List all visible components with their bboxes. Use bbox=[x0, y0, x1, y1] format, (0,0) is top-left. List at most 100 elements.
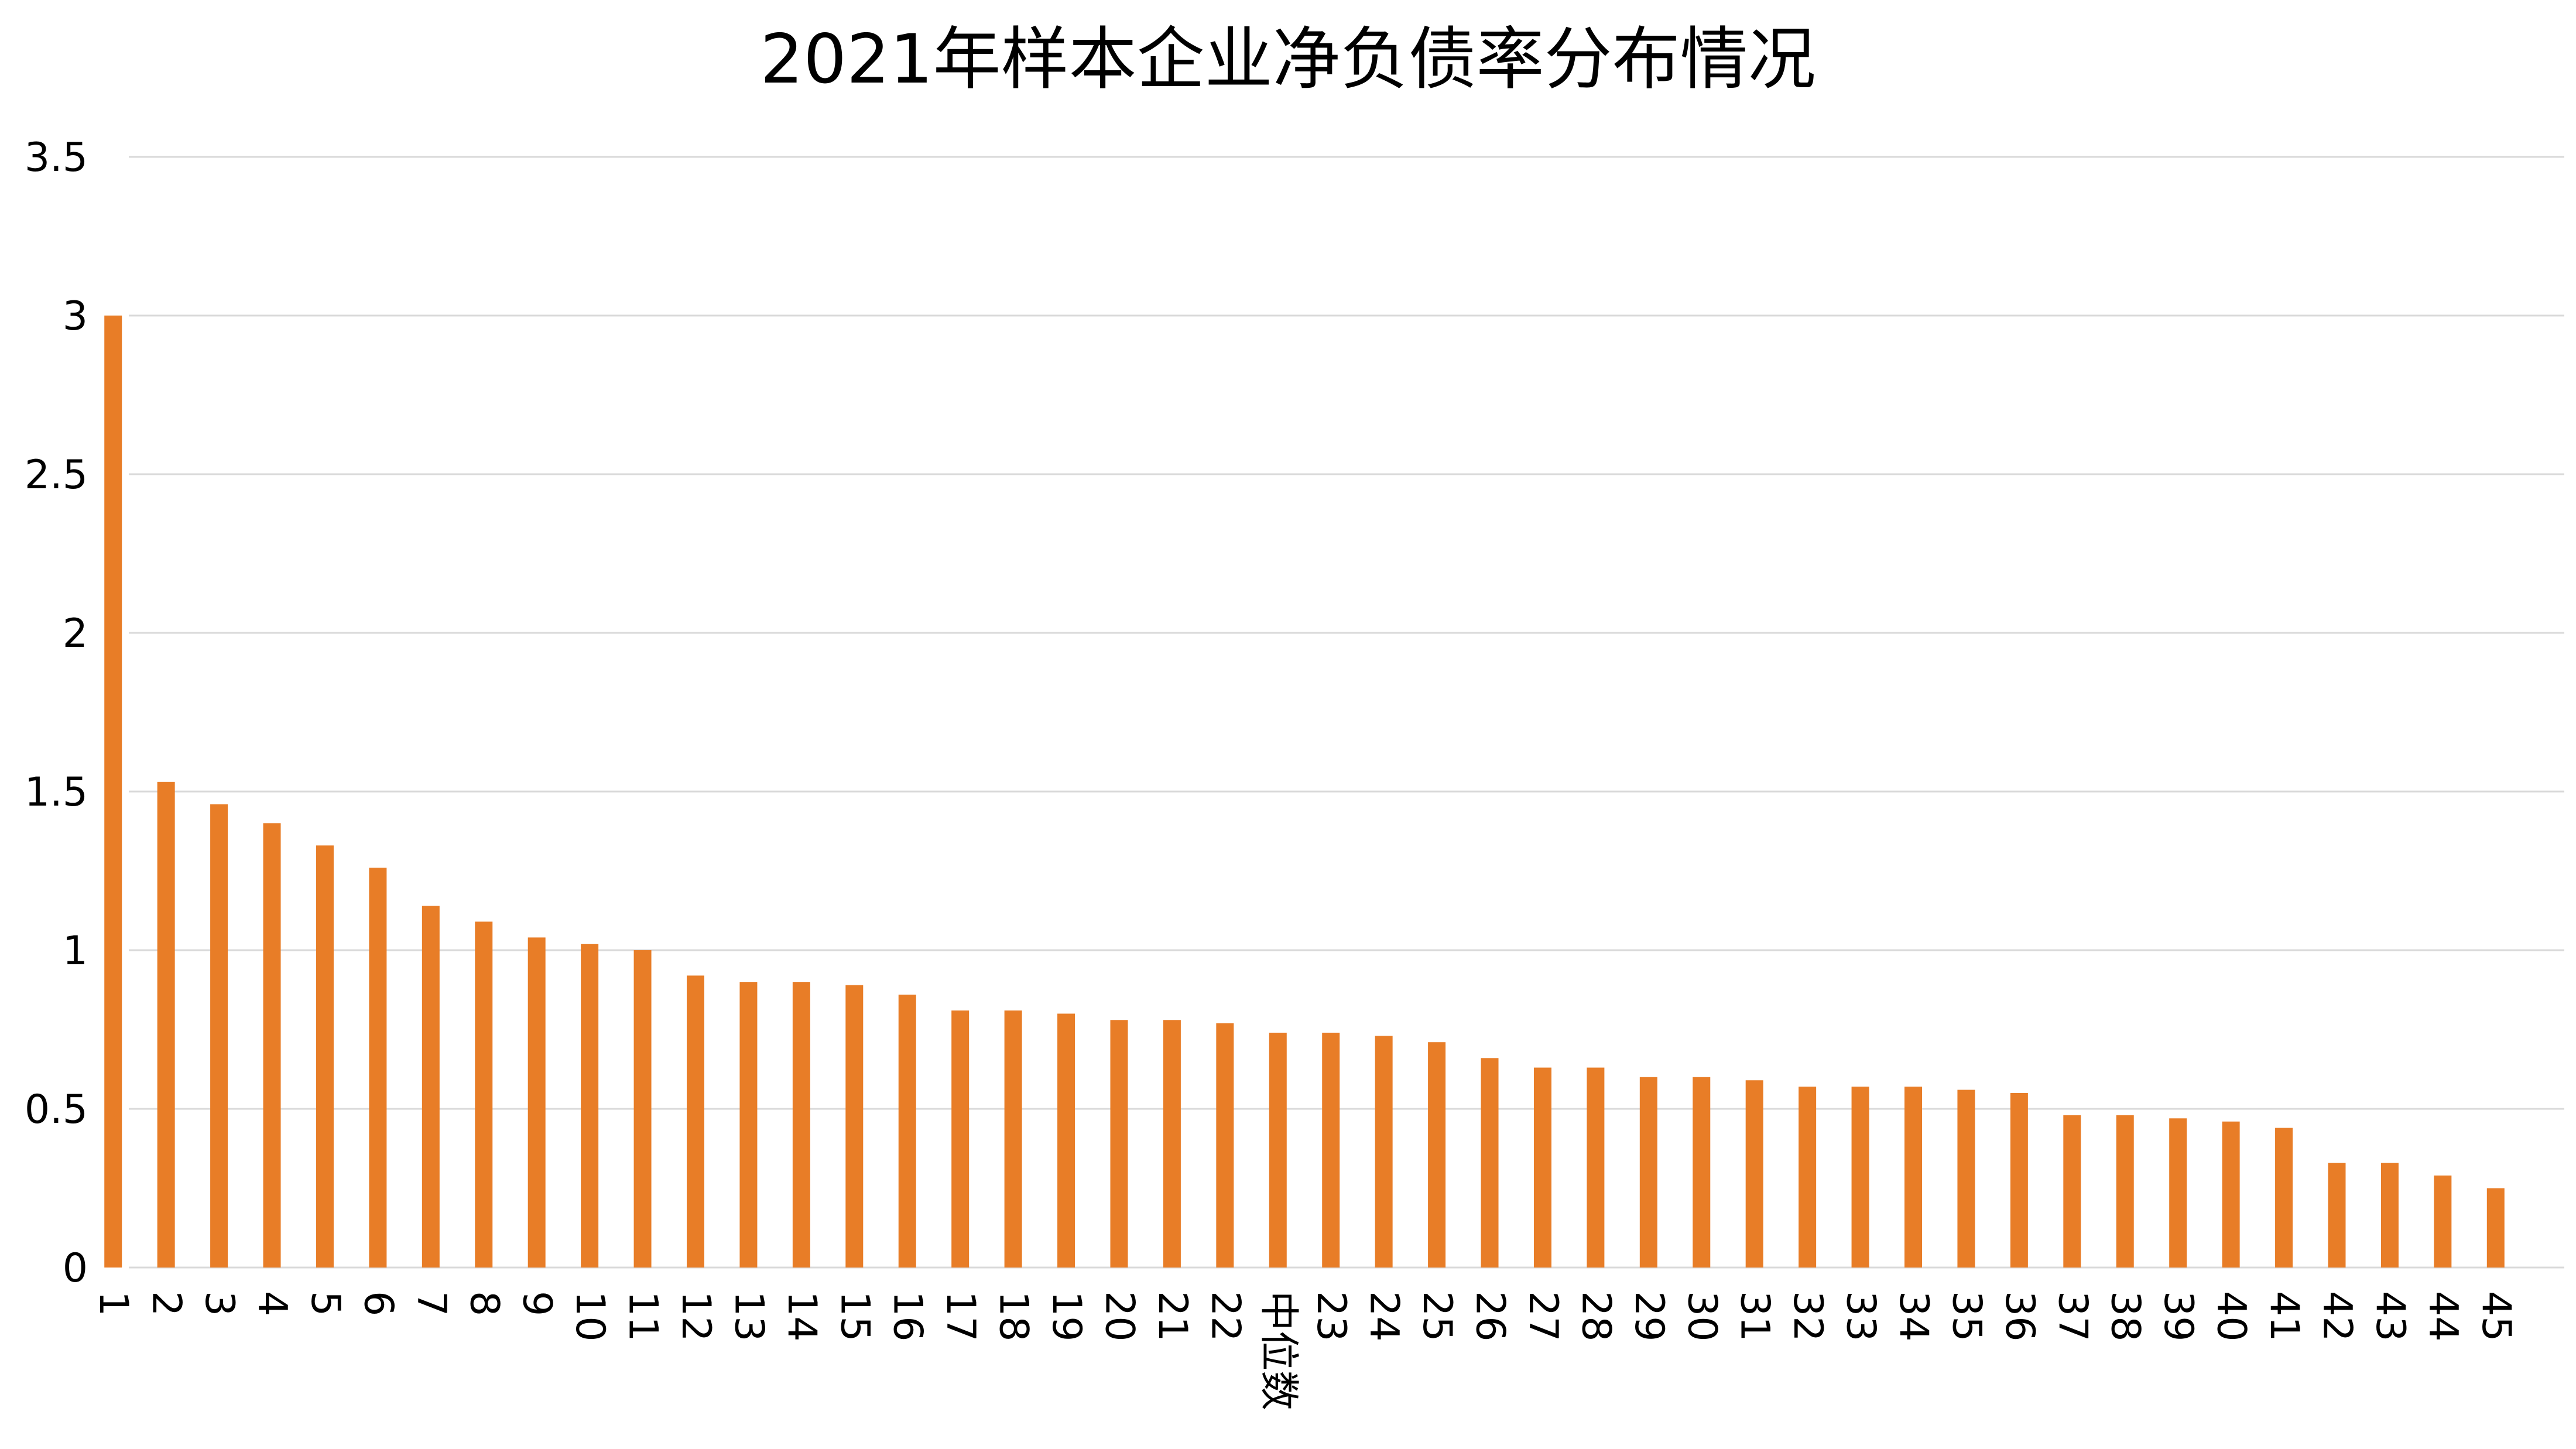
x-tick-label: 43 bbox=[2367, 1291, 2413, 1342]
x-tick-label: 40 bbox=[2208, 1291, 2255, 1342]
x-tick-label: 6 bbox=[355, 1291, 401, 1316]
bar bbox=[1533, 1067, 1551, 1268]
bar bbox=[2434, 1175, 2452, 1268]
bar bbox=[792, 982, 810, 1268]
x-tick-label: 16 bbox=[885, 1291, 931, 1342]
bar bbox=[1799, 1087, 1817, 1268]
bar bbox=[210, 804, 228, 1268]
x-tick-label: 33 bbox=[1838, 1291, 1884, 1342]
bar bbox=[633, 950, 652, 1268]
chart-title: 2021年样本企业净负债率分布情况 bbox=[760, 20, 1816, 99]
bar bbox=[2063, 1115, 2081, 1268]
y-tick-label: 0.5 bbox=[25, 1087, 88, 1133]
x-tick-label: 9 bbox=[514, 1291, 560, 1316]
bar bbox=[1851, 1087, 1869, 1268]
x-tick-label: 15 bbox=[831, 1291, 878, 1342]
x-tick-label: 31 bbox=[1732, 1291, 1778, 1342]
bar bbox=[2010, 1092, 2028, 1268]
x-tick-label: 27 bbox=[1520, 1291, 1566, 1342]
bar bbox=[581, 944, 599, 1268]
x-tick-label: 1 bbox=[90, 1291, 136, 1316]
x-tick-label: 中位数 bbox=[1255, 1291, 1301, 1410]
bar bbox=[1428, 1042, 1446, 1268]
bar bbox=[104, 316, 122, 1268]
x-tick-label: 32 bbox=[1784, 1291, 1831, 1342]
bar bbox=[1216, 1023, 1234, 1268]
bar bbox=[2380, 1163, 2399, 1268]
x-tick-label: 18 bbox=[991, 1291, 1037, 1342]
x-tick-label: 44 bbox=[2420, 1291, 2466, 1342]
x-tick-label: 2 bbox=[143, 1291, 190, 1316]
x-tick-label: 3 bbox=[196, 1291, 242, 1316]
bar bbox=[527, 937, 546, 1268]
x-tick-label: 14 bbox=[779, 1291, 825, 1342]
x-tick-label: 19 bbox=[1043, 1291, 1090, 1342]
bar bbox=[1057, 1013, 1075, 1268]
x-tick-label: 20 bbox=[1096, 1291, 1142, 1342]
x-tick-label: 30 bbox=[1678, 1291, 1725, 1342]
bar bbox=[1745, 1080, 1763, 1268]
y-tick-label: 2.5 bbox=[25, 452, 88, 498]
y-tick-label: 1 bbox=[63, 928, 88, 974]
bar bbox=[1110, 1020, 1128, 1268]
bar bbox=[1322, 1032, 1340, 1268]
x-tick-label: 34 bbox=[1890, 1291, 1937, 1342]
x-tick-label: 8 bbox=[461, 1291, 507, 1316]
x-tick-label: 21 bbox=[1149, 1291, 1195, 1342]
x-tick-label: 35 bbox=[1943, 1291, 1989, 1342]
x-tick-label: 22 bbox=[1202, 1291, 1248, 1342]
bar bbox=[1004, 1010, 1022, 1268]
y-tick-label: 2 bbox=[63, 611, 88, 657]
bar bbox=[1163, 1020, 1181, 1268]
bar bbox=[1957, 1090, 1975, 1268]
bar bbox=[739, 982, 758, 1268]
x-tick-label: 12 bbox=[673, 1291, 719, 1342]
bar bbox=[1693, 1077, 1711, 1268]
bar bbox=[369, 868, 387, 1268]
bar bbox=[475, 922, 493, 1268]
bar bbox=[316, 845, 334, 1268]
bar bbox=[263, 823, 281, 1268]
bar bbox=[1481, 1058, 1499, 1268]
bar bbox=[2116, 1115, 2134, 1268]
bar bbox=[687, 975, 704, 1268]
x-tick-label: 11 bbox=[620, 1291, 666, 1342]
x-tick-label: 23 bbox=[1308, 1291, 1354, 1342]
x-tick-label: 26 bbox=[1467, 1291, 1513, 1342]
bar bbox=[2222, 1121, 2240, 1268]
x-tick-label: 13 bbox=[725, 1291, 772, 1342]
x-tick-label: 25 bbox=[1414, 1291, 1460, 1342]
x-tick-label: 24 bbox=[1361, 1291, 1407, 1342]
bar bbox=[157, 782, 175, 1268]
bar bbox=[2275, 1128, 2293, 1268]
x-tick-label: 17 bbox=[937, 1291, 984, 1342]
x-tick-label: 41 bbox=[2261, 1291, 2307, 1342]
bar bbox=[1375, 1036, 1393, 1268]
x-tick-label: 10 bbox=[567, 1291, 613, 1342]
x-tick-label: 29 bbox=[1626, 1291, 1672, 1342]
x-tick-label: 38 bbox=[2102, 1291, 2149, 1342]
bar bbox=[1639, 1077, 1657, 1268]
bar bbox=[2169, 1118, 2187, 1268]
x-tick-label: 7 bbox=[408, 1291, 454, 1316]
bar bbox=[2328, 1163, 2346, 1268]
y-tick-label: 1.5 bbox=[25, 769, 88, 816]
x-tick-label: 28 bbox=[1573, 1291, 1619, 1342]
x-tick-label: 45 bbox=[2473, 1291, 2519, 1342]
bar bbox=[2486, 1188, 2505, 1268]
x-tick-label: 36 bbox=[1996, 1291, 2043, 1342]
bar bbox=[1269, 1032, 1287, 1268]
y-tick-label: 0 bbox=[63, 1245, 88, 1292]
x-tick-label: 37 bbox=[2049, 1291, 2095, 1342]
bar bbox=[898, 994, 916, 1268]
y-tick-label: 3 bbox=[63, 293, 88, 340]
bar bbox=[1587, 1067, 1605, 1268]
bar bbox=[1904, 1087, 1922, 1268]
x-tick-label: 5 bbox=[302, 1291, 348, 1316]
bar bbox=[422, 906, 440, 1268]
bar bbox=[845, 985, 864, 1268]
x-tick-label: 42 bbox=[2314, 1291, 2360, 1342]
y-tick-label: 3.5 bbox=[25, 135, 88, 181]
